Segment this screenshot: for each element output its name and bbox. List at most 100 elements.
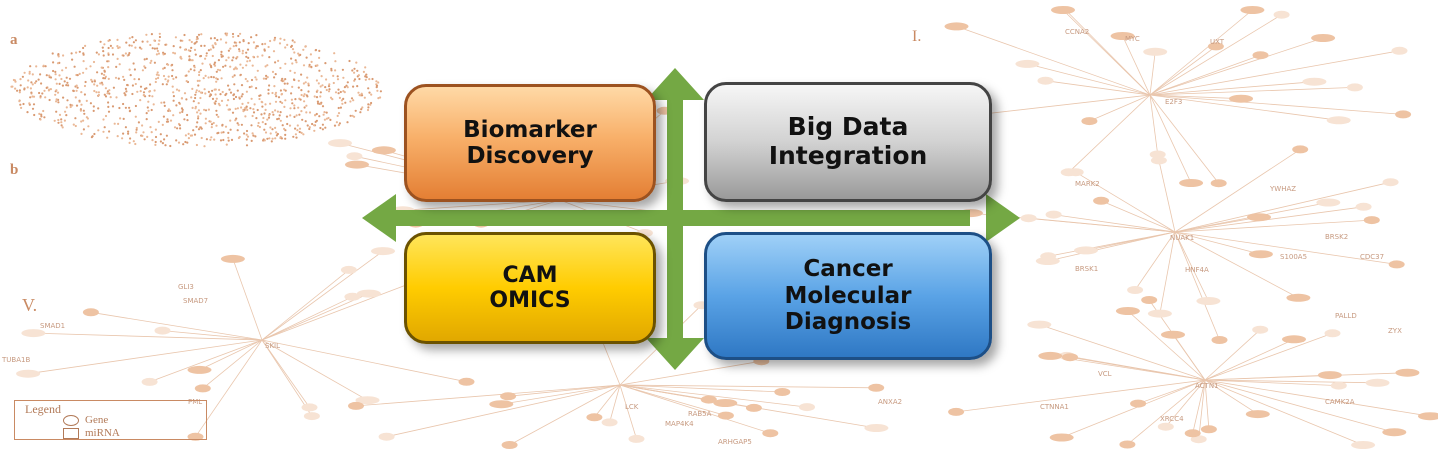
cloud-dot	[192, 129, 195, 132]
cloud-dot	[164, 78, 167, 81]
cloud-dot	[249, 107, 252, 110]
cloud-dot	[234, 66, 237, 69]
network-node	[868, 383, 885, 392]
cloud-dot	[185, 80, 188, 83]
cloud-dot	[288, 124, 292, 127]
cloud-dot	[194, 96, 197, 100]
cloud-dot	[109, 96, 112, 99]
cloud-dot	[71, 104, 74, 107]
cloud-dot	[289, 69, 292, 72]
network-edge	[1062, 9, 1151, 96]
cloud-dot	[302, 95, 305, 98]
cloud-dot	[198, 79, 201, 82]
cloud-dot	[213, 37, 216, 40]
network-node	[187, 432, 204, 441]
cloud-dot	[276, 118, 279, 121]
cloud-dot	[272, 113, 275, 116]
network-node	[1127, 286, 1144, 294]
network-edge	[1127, 379, 1206, 445]
cloud-dot	[334, 69, 337, 72]
network-node	[1210, 179, 1227, 188]
network-edge	[261, 250, 384, 341]
cloud-dot	[360, 108, 363, 111]
network-node	[1037, 76, 1054, 85]
network-edge	[1204, 372, 1408, 381]
cloud-dot	[314, 120, 317, 123]
cloud-dot	[278, 42, 282, 45]
cloud-dot	[261, 54, 264, 57]
cloud-dot	[318, 69, 321, 72]
network-edge	[261, 296, 353, 341]
network-node-label: NUAK1	[1170, 234, 1195, 242]
cloud-dot	[198, 73, 201, 77]
cloud-dot	[172, 45, 175, 48]
cloud-dot	[138, 46, 142, 49]
cloud-dot	[369, 103, 372, 106]
cloud-dot	[79, 109, 82, 112]
cloud-dot	[315, 79, 318, 82]
cloud-dot	[251, 64, 254, 67]
cloud-dot	[83, 93, 86, 96]
cloud-dot	[44, 96, 47, 99]
cloud-dot	[274, 100, 278, 103]
panel-label-b: b	[10, 162, 19, 178]
cloud-dot	[291, 85, 294, 88]
cloud-dot	[32, 103, 36, 106]
cloud-dot	[57, 118, 60, 122]
cloud-dot	[147, 109, 150, 112]
cloud-dot	[322, 113, 325, 116]
network-edge	[1204, 379, 1431, 417]
network-edge	[1174, 206, 1364, 233]
cloud-dot	[207, 49, 210, 52]
network-node	[1395, 368, 1420, 377]
cloud-dot	[231, 59, 234, 62]
cloud-dot	[39, 73, 42, 76]
cloud-dot	[197, 33, 201, 36]
network-node-label: GLI3	[178, 283, 194, 291]
cloud-dot	[49, 76, 53, 79]
cloud-dot	[319, 95, 322, 98]
network-node-label: ZYX	[1388, 327, 1402, 335]
cloud-dot	[304, 45, 307, 48]
network-node	[1355, 202, 1372, 211]
cloud-dot	[220, 77, 223, 80]
cloud-dot	[211, 44, 214, 47]
cloud-dot	[293, 41, 296, 44]
network-node-label: SMAD7	[183, 297, 209, 305]
legend-title: Legend	[25, 402, 61, 416]
cloud-dot	[361, 106, 364, 109]
cloud-dot	[294, 98, 297, 101]
cloud-dot	[238, 41, 241, 44]
cloud-dot	[255, 117, 258, 120]
network-node	[1395, 110, 1412, 119]
cloud-dot	[377, 81, 380, 84]
cloud-dot	[210, 123, 214, 126]
cloud-dot	[185, 98, 188, 101]
network-node-label: CAMK2A	[1325, 398, 1355, 406]
cloud-dot	[272, 50, 276, 53]
network-node	[944, 22, 969, 31]
cloud-dot	[181, 110, 184, 113]
cloud-dot	[263, 112, 266, 115]
cloud-dot	[134, 142, 137, 146]
cloud-dot	[265, 77, 268, 80]
network-node	[1363, 216, 1380, 225]
cloud-dot	[60, 77, 63, 81]
cloud-dot	[187, 132, 190, 135]
network-edge	[1204, 379, 1364, 446]
cloud-dot	[365, 76, 368, 79]
cloud-dot	[82, 46, 85, 50]
cloud-dot	[65, 106, 68, 109]
cloud-dot	[106, 136, 109, 139]
cloud-dot	[58, 82, 61, 85]
network-node	[1248, 250, 1273, 259]
cloud-dot	[269, 39, 272, 43]
cloud-dot	[204, 57, 207, 60]
cloud-dot	[283, 105, 286, 108]
cloud-dot	[60, 124, 63, 127]
cloud-dot	[241, 52, 244, 55]
cloud-dot	[189, 68, 192, 71]
cloud-dot	[90, 78, 93, 81]
cloud-dot	[284, 133, 287, 136]
cloud-dot	[236, 55, 239, 59]
